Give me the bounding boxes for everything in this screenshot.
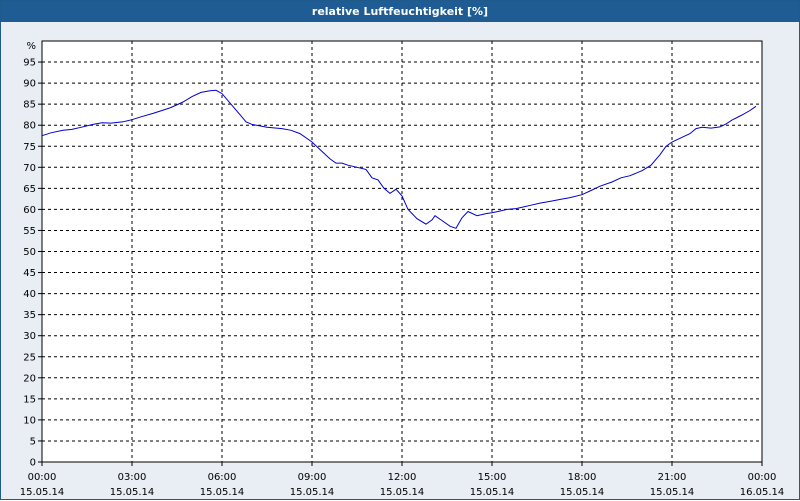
y-tick-label: 20 — [23, 373, 36, 384]
x-tick-date: 15.05.14 — [290, 487, 335, 498]
x-tick-time: 00:00 — [748, 472, 777, 483]
x-tick-time: 06:00 — [208, 472, 237, 483]
y-tick-label: 45 — [23, 268, 36, 279]
y-tick-label: 30 — [23, 331, 36, 342]
x-tick-time: 21:00 — [658, 472, 687, 483]
x-tick-date: 15.05.14 — [110, 487, 155, 498]
y-tick-label: 60 — [23, 205, 36, 216]
series-line — [41, 89, 757, 229]
y-tick-label: 5 — [30, 436, 36, 447]
x-tick-time: 12:00 — [388, 472, 417, 483]
y-tick-label: 25 — [23, 352, 36, 363]
x-tick-time: 00:00 — [28, 472, 57, 483]
y-tick-label: 90 — [23, 79, 36, 90]
y-tick-label: 50 — [23, 247, 36, 258]
y-tick-label: 0 — [30, 458, 36, 469]
x-tick-time: 15:00 — [478, 472, 507, 483]
y-tick-label: 80 — [23, 121, 36, 132]
x-tick-date: 15.05.14 — [560, 487, 605, 498]
y-tick-label: 15 — [23, 394, 36, 405]
x-tick-time: 18:00 — [568, 472, 597, 483]
y-axis-label: % — [26, 41, 36, 52]
x-tick-date: 15.05.14 — [380, 487, 425, 498]
y-tick-label: 85 — [23, 100, 36, 111]
x-tick-date: 15.05.14 — [200, 487, 245, 498]
x-tick-date: 15.05.14 — [20, 487, 65, 498]
x-tick-date: 15.05.14 — [470, 487, 515, 498]
y-tick-label: 75 — [23, 142, 36, 153]
x-tick-time: 09:00 — [298, 472, 327, 483]
y-tick-label: 70 — [23, 163, 36, 174]
x-tick-time: 03:00 — [118, 472, 147, 483]
y-tick-label: 10 — [23, 415, 36, 426]
x-tick-date: 16.05.14 — [740, 487, 785, 498]
y-tick-label: 40 — [23, 289, 36, 300]
y-tick-label: 65 — [23, 184, 36, 195]
y-tick-label: 55 — [23, 226, 36, 237]
y-tick-label: 95 — [23, 58, 36, 69]
y-tick-label: 35 — [23, 310, 36, 321]
x-tick-date: 15.05.14 — [650, 487, 695, 498]
chart-title: relative Luftfeuchtigkeit [%] — [1, 1, 799, 22]
